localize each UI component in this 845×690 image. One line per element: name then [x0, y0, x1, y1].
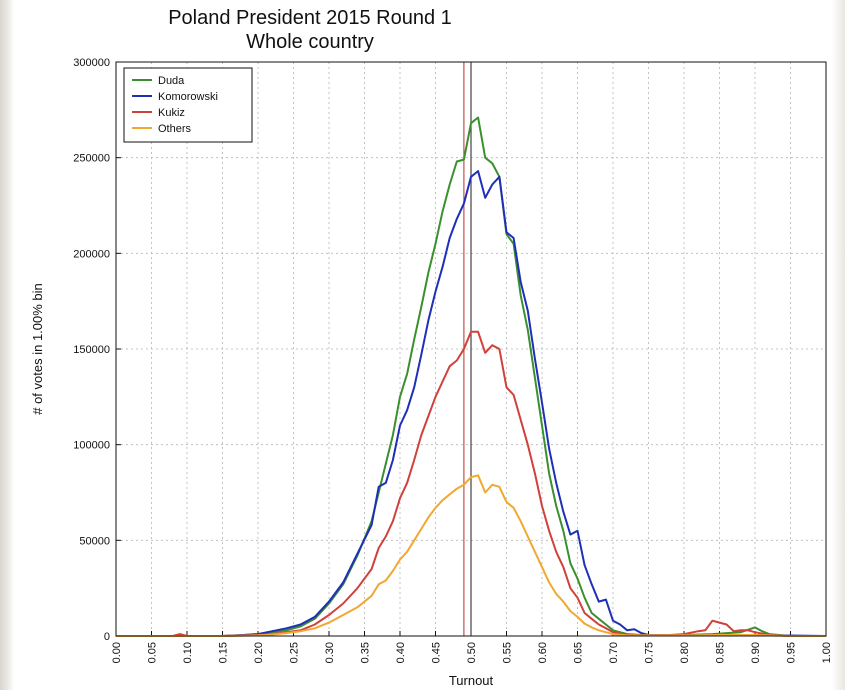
x-tick-label: 0.25 — [289, 642, 301, 663]
x-axis-label: Turnout — [449, 673, 494, 688]
y-tick-label: 200000 — [73, 248, 110, 260]
x-tick-label: 0.60 — [537, 642, 549, 663]
x-tick-label: 0.00 — [111, 642, 123, 663]
x-tick-labels: 0.00 0.05 0.10 0.15 0.20 0.25 0.30 0.35 0.40 0.45… — [111, 642, 833, 663]
x-tick-label: 0.40 — [395, 642, 407, 663]
y-tick-label: 0 — [104, 631, 110, 643]
x-tick-label: 1.00 — [821, 642, 833, 663]
x-tick-label: 0.30 — [324, 642, 336, 663]
x-tick-label: 0.10 — [182, 642, 194, 663]
series-line-komorowski — [116, 170, 827, 637]
x-tick-label: 0.55 — [502, 642, 514, 663]
y-tick-label: 300000 — [73, 57, 110, 69]
legend: Duda Komorowski Kukiz Others — [123, 67, 253, 143]
chart-subtitle: Whole country — [246, 31, 374, 53]
x-tick-label: 0.20 — [253, 642, 265, 663]
x-tick-label: 0.45 — [431, 642, 443, 663]
chart-title: Poland President 2015 Round 1 — [168, 7, 452, 29]
x-tick-label: 0.80 — [679, 642, 691, 663]
plot-border — [115, 61, 827, 637]
y-tick-label: 100000 — [73, 440, 110, 452]
legend-entry: Duda — [158, 75, 185, 87]
series-line-others — [116, 474, 826, 637]
series-line-kukiz — [116, 330, 826, 637]
legend-entry: Others — [158, 123, 192, 135]
y-tick-label: 250000 — [73, 153, 110, 165]
x-tick-label: 0.65 — [573, 642, 585, 663]
x-tick-label: 0.35 — [360, 642, 372, 663]
y-tick-label: 50000 — [79, 535, 110, 547]
chart-title-block: Poland President 2015 Round 1 Whole coun… — [60, 6, 560, 54]
legend-entry: Komorowski — [158, 91, 218, 103]
legend-entry: Kukiz — [158, 107, 185, 119]
series-lines — [116, 116, 827, 637]
y-tick-labels: 0 50000 100000 150000 200000 250000 300000 — [73, 57, 110, 643]
y-axis-label: # of votes in 1.00% bin — [30, 283, 45, 415]
x-tick-label: 0.15 — [218, 642, 230, 663]
x-tick-label: 0.95 — [786, 642, 798, 663]
x-tick-label: 0.85 — [715, 642, 727, 663]
x-tick-label: 0.05 — [147, 642, 159, 663]
x-tick-label: 0.75 — [644, 642, 656, 663]
x-tick-label: 0.90 — [750, 642, 762, 663]
y-tick-label: 150000 — [73, 344, 110, 356]
x-tick-label: 0.50 — [466, 642, 478, 663]
x-tick-label: 0.70 — [608, 642, 620, 663]
